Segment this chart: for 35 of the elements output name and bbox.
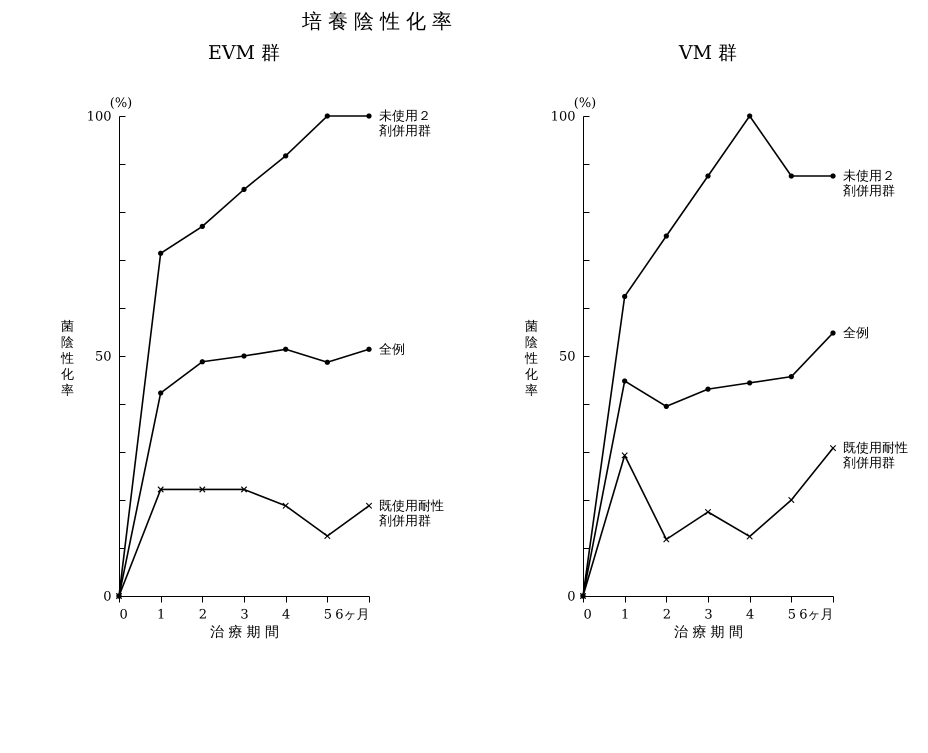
chart-subtitle: EVM 群 (208, 42, 280, 64)
x-tick-label: 1 (621, 608, 630, 622)
x-tick-label: 6ヶ月 (335, 608, 370, 622)
x-tick-label: 5 (788, 608, 796, 622)
x-tick-label: 4 (282, 608, 290, 622)
series-label: 未使用２剤併用群 (843, 169, 895, 199)
series-label: 既使用耐性剤併用群 (843, 441, 908, 472)
x-axis-title: 治 療 期 間 (674, 624, 744, 640)
series-label: 全例 (379, 342, 405, 358)
x-axis-title: 治 療 期 間 (210, 624, 280, 640)
text: (%) (110, 96, 132, 111)
series-label: 既使用耐性剤併用群 (379, 498, 444, 529)
y-tick-label: 100 (86, 110, 112, 124)
x-tick-label: 3 (704, 608, 713, 622)
y-axis-title: 菌陰性化率 (524, 320, 538, 398)
x-tick-label: 0 (120, 608, 128, 622)
x-tick-label: 6ヶ月 (799, 608, 834, 622)
y-tick-label: 50 (94, 350, 112, 364)
x-tick-label: 3 (240, 608, 249, 622)
x-tick-label: 5 (324, 608, 332, 622)
chart-subtitle: VM 群 (678, 42, 738, 64)
y-tick-label: 50 (558, 350, 576, 364)
text: (%) (574, 96, 596, 111)
y-tick-label: 0 (103, 590, 112, 604)
x-tick-label: 2 (662, 608, 671, 622)
series-label: 全例 (843, 326, 869, 341)
series-label: 未使用２剤併用群 (379, 109, 431, 139)
x-tick-label: 0 (584, 608, 592, 622)
x-tick-label: 2 (198, 608, 207, 622)
y-axis-title: 菌陰性化率 (60, 320, 74, 398)
x-tick-label: 4 (746, 608, 754, 622)
x-tick-label: 1 (157, 608, 166, 622)
y-tick-label: 0 (567, 590, 576, 604)
y-tick-label: 100 (550, 110, 576, 124)
chart-title: 培養陰性化率 (301, 8, 458, 35)
